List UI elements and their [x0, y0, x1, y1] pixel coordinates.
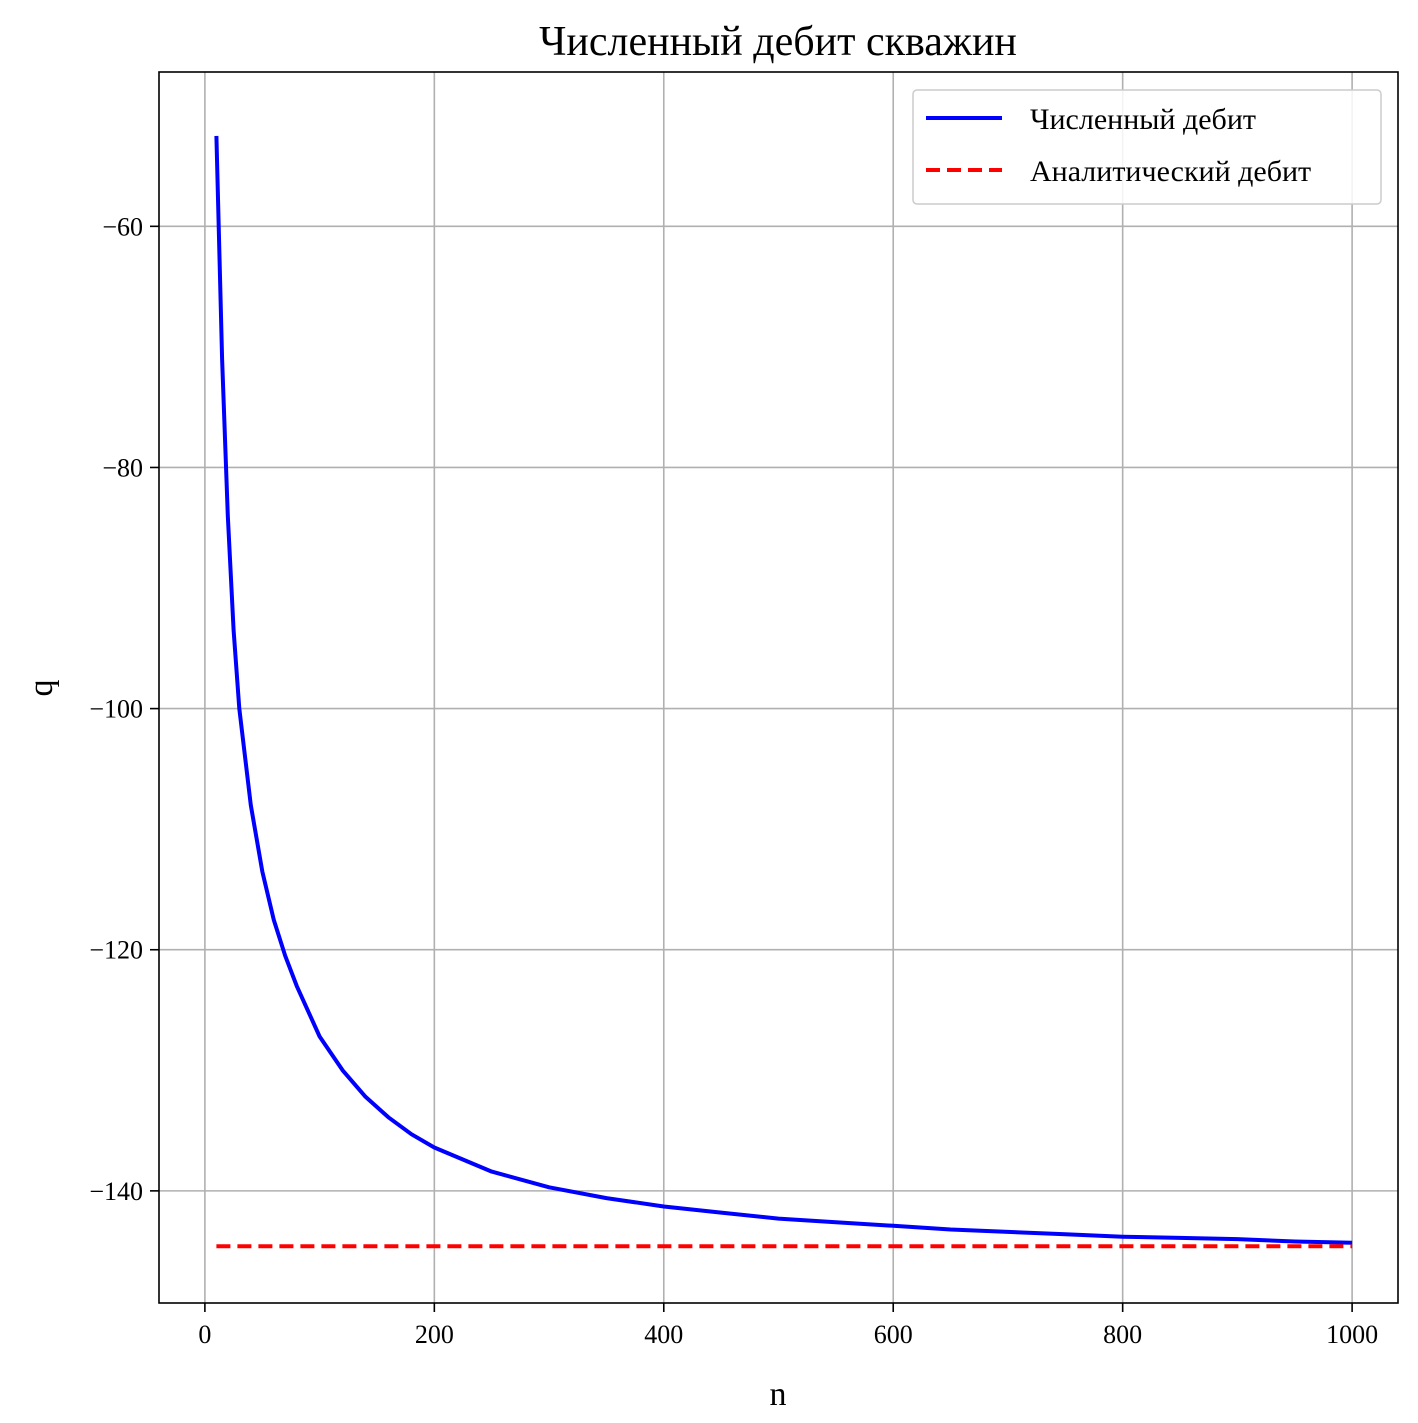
legend-box [912, 89, 1382, 205]
x-tick-label: 400 [644, 1320, 683, 1349]
x-axis-title: n [770, 1376, 787, 1413]
y-tick-label: −60 [102, 212, 143, 241]
x-tick-label: 600 [874, 1320, 913, 1349]
y-axis-title: q [23, 680, 60, 697]
legend-label-analytical: Аналитический дебит [1030, 155, 1311, 188]
x-axis-ticks: 0 200 400 600 800 1000 [198, 1303, 1378, 1349]
x-tick-label: 1000 [1326, 1320, 1378, 1349]
x-tick-label: 200 [415, 1320, 454, 1349]
y-tick-label: −100 [89, 695, 143, 724]
y-tick-label: −140 [89, 1177, 143, 1206]
grid [159, 72, 1398, 1303]
chart-title: Численный дебит скважин [539, 19, 1017, 65]
legend-label-numerical: Численный дебит [1030, 103, 1256, 136]
y-tick-label: −80 [102, 453, 143, 482]
y-axis-ticks: −60 −80 −100 −120 −140 [89, 212, 159, 1206]
y-tick-label: −120 [89, 936, 143, 965]
legend: Численный дебит Аналитический дебит [912, 89, 1382, 205]
x-tick-label: 0 [198, 1320, 211, 1349]
series-layer [214, 135, 1353, 1249]
x-tick-label: 800 [1103, 1320, 1142, 1349]
series-line-0 [214, 135, 1353, 1245]
plot-frame [158, 71, 1399, 1304]
